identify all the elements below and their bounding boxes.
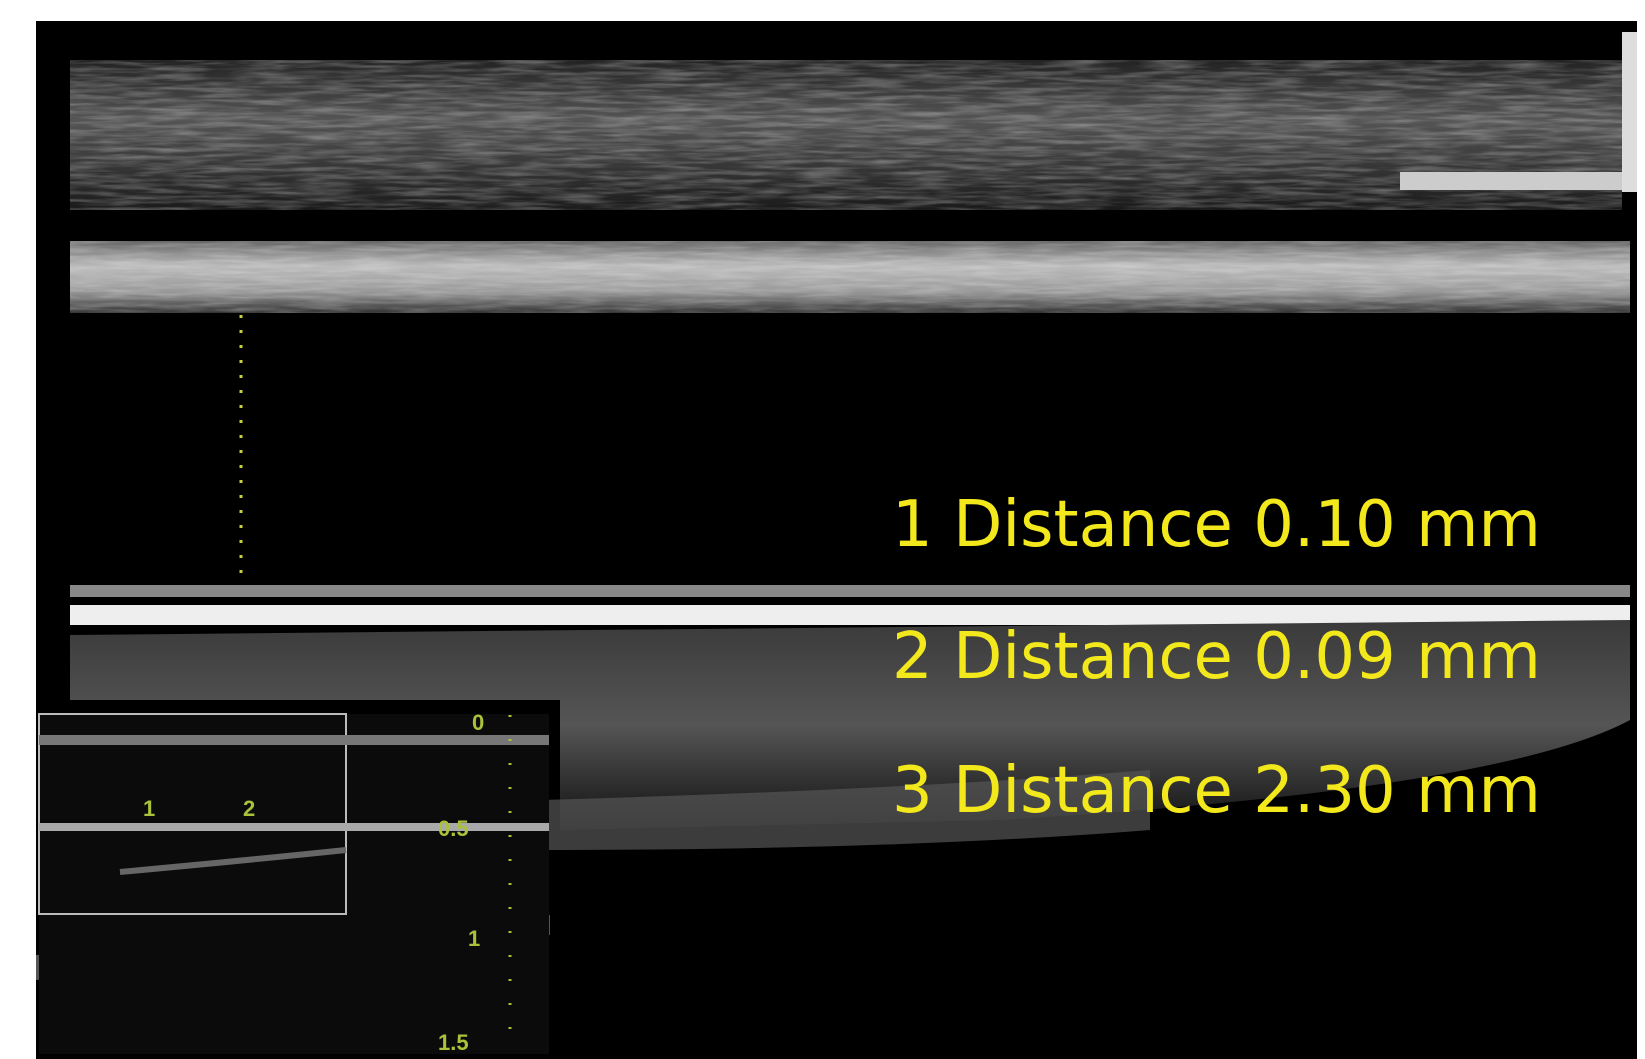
inset-layer — [119, 847, 347, 875]
inset-marker: 2 — [243, 796, 255, 821]
measurement: 3 Distance 2.30 mm — [892, 754, 1541, 828]
inset-wall — [39, 735, 549, 745]
depth-label: 0.5 — [438, 816, 469, 841]
inset-bg — [39, 714, 549, 1054]
measurements: 1 Distance 0.10 mm 2 Distance 0.09 mm 3 … — [892, 488, 1541, 828]
gray-bar — [1622, 32, 1637, 192]
measurement: 1 Distance 0.10 mm — [892, 488, 1541, 562]
depth-label: 1.5 — [438, 1030, 469, 1055]
speckle-wall — [70, 241, 1630, 313]
image-area: 0 0.5 1 1.5 1 2 1 Distance 0.10 mm 2 Dis… — [36, 21, 1637, 1059]
deep-layer — [540, 770, 1150, 850]
inset — [38, 713, 549, 1054]
measurement: 2 Distance 0.09 mm — [892, 620, 1541, 694]
depth-label: 1 — [468, 926, 480, 951]
deep-tissue — [70, 620, 1630, 830]
depth-scale: 0 0.5 1 1.5 — [438, 710, 484, 1055]
far-wall-intima — [70, 585, 1630, 597]
inset-box — [38, 713, 347, 915]
inset-marker: 1 — [143, 796, 155, 821]
fascia — [1400, 172, 1622, 190]
depth-label: 0 — [472, 710, 484, 735]
far-wall-media — [70, 605, 1630, 625]
speckle-top — [70, 60, 1622, 210]
inset-wall-2 — [39, 823, 549, 831]
